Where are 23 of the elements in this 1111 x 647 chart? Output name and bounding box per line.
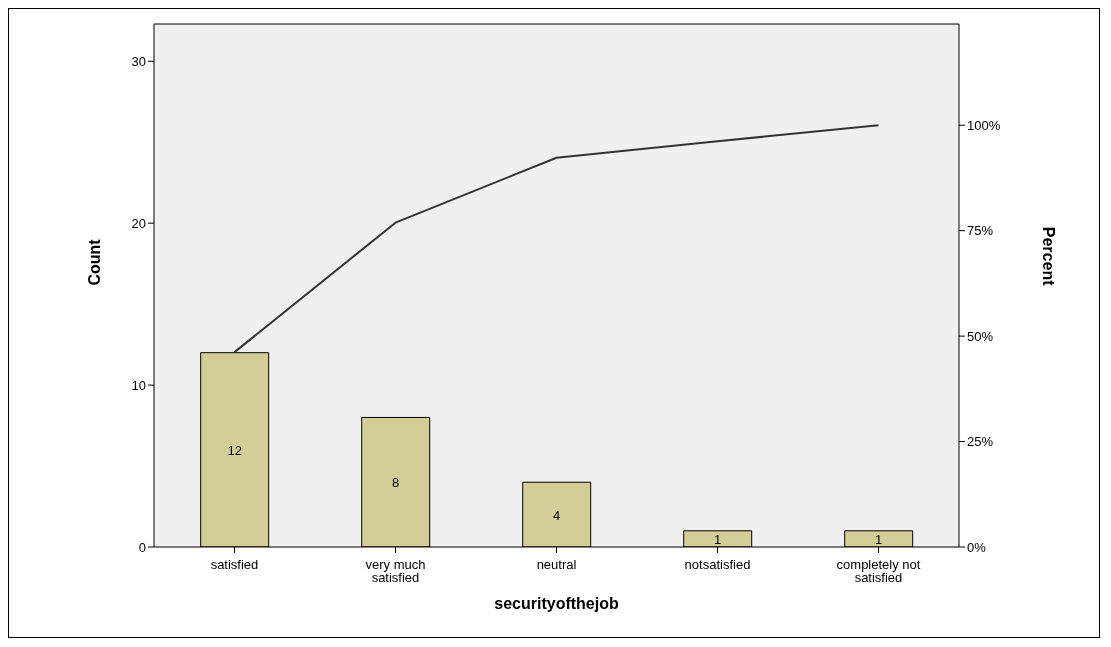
y-tick-label: 10: [131, 377, 146, 393]
data-label: 1: [875, 531, 883, 547]
y2-tick-label: 100%: [967, 117, 1001, 133]
data-label: 8: [392, 475, 400, 491]
x-tick-label: completely not satisfied: [836, 557, 921, 585]
y-tick-label: 30: [131, 53, 146, 69]
y-tick-label: 20: [131, 215, 146, 231]
y2-tick-label: 25%: [967, 434, 994, 450]
y2-tick-label: 0%: [967, 539, 987, 555]
x-axis-title: securityofthejob: [494, 595, 619, 612]
y-tick-label: 0: [138, 539, 146, 555]
y2-tick-label: 75%: [967, 223, 994, 239]
x-tick-label: neutral: [536, 557, 577, 572]
data-label: 1: [714, 531, 722, 547]
x-tick-label: notsatisfied: [684, 557, 751, 572]
y2-axis-title: Percent: [1040, 226, 1058, 287]
data-label: 4: [553, 507, 561, 523]
x-tick-label: satisfied: [210, 557, 259, 572]
y-axis-title: Count: [85, 238, 103, 286]
line-series: [233, 124, 880, 354]
data-label: 12: [227, 442, 242, 458]
x-tick-label: very much satisfied: [365, 557, 426, 585]
y2-tick-label: 50%: [967, 328, 994, 344]
